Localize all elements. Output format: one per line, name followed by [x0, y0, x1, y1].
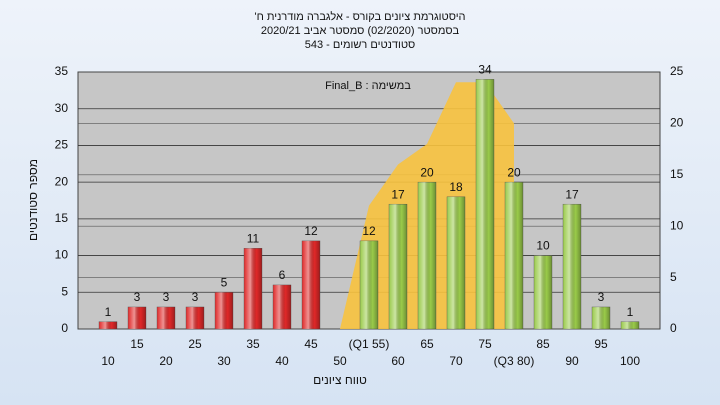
- y2-tick-label: 25: [670, 64, 684, 78]
- data-label: 3: [134, 290, 141, 304]
- x-tick-label: 100: [620, 354, 640, 368]
- bar-shine: [99, 321, 117, 329]
- data-label: 3: [598, 290, 605, 304]
- data-label: 12: [304, 224, 318, 238]
- bar-shine: [592, 306, 610, 329]
- x-tick-label: 70: [449, 354, 463, 368]
- y-tick-label: 20: [55, 174, 69, 188]
- x-tick-label: 40: [275, 354, 289, 368]
- bar-shine: [418, 182, 436, 329]
- bar-shine: [389, 204, 407, 329]
- x-tick-label: 75: [478, 337, 492, 351]
- bar-shine: [505, 182, 523, 329]
- data-label: 11: [247, 231, 260, 245]
- x-tick-label: 45: [304, 337, 318, 351]
- y-axis-label: מספר סטודנטים: [26, 159, 40, 241]
- data-label: 34: [478, 63, 492, 77]
- chart-title: היסטוגרמת ציונים בקורס - אלגברה מודרנית …: [254, 10, 465, 23]
- data-label: 18: [449, 180, 463, 194]
- y-tick-label: 5: [61, 284, 68, 298]
- bar-shine: [534, 255, 552, 329]
- bar-shine: [128, 306, 146, 329]
- bar-shine: [157, 306, 175, 329]
- x-tick-label: 95: [594, 337, 608, 351]
- data-label: 17: [391, 187, 405, 201]
- x-tick-label: 30: [217, 354, 231, 368]
- bar-shine: [360, 240, 378, 329]
- x-tick-label: (Q3 80): [494, 354, 535, 368]
- bar-shine: [563, 204, 581, 329]
- chart-subtitle: סטודנטים רשומים - 543: [305, 39, 416, 51]
- x-tick-label: 65: [420, 337, 434, 351]
- x-tick-label: 20: [159, 354, 173, 368]
- data-label: 3: [192, 290, 199, 304]
- y2-tick-label: 10: [670, 218, 684, 232]
- data-label: 6: [279, 268, 286, 282]
- bar-shine: [621, 321, 639, 329]
- y-tick-label: 15: [55, 211, 69, 225]
- data-label: 1: [105, 305, 112, 319]
- data-label: 10: [536, 239, 550, 253]
- x-tick-label: 10: [101, 354, 115, 368]
- x-tick-label: 60: [391, 354, 405, 368]
- bar-shine: [186, 306, 204, 329]
- data-label: 12: [362, 224, 376, 238]
- bar-shine: [302, 240, 320, 329]
- data-label: 1: [627, 305, 634, 319]
- bar-shine: [273, 284, 291, 329]
- y-tick-label: 0: [61, 321, 68, 335]
- x-tick-label: 15: [130, 337, 144, 351]
- data-label: 20: [507, 165, 521, 179]
- data-label: 17: [565, 187, 579, 201]
- x-tick-label: 50: [333, 354, 347, 368]
- y-tick-label: 30: [55, 101, 69, 115]
- data-label: 20: [420, 165, 434, 179]
- annotation: במשימה : Final_B: [325, 80, 411, 92]
- bar-shine: [447, 196, 465, 329]
- y2-tick-label: 0: [670, 321, 677, 335]
- x-tick-label: 85: [536, 337, 550, 351]
- data-label: 5: [221, 275, 228, 289]
- x-tick-label: (Q1 55): [349, 337, 390, 351]
- x-tick-label: 35: [246, 337, 260, 351]
- chart-subtitle: בסמסטר (02/2020) סמסטר אביב 2020/21: [261, 25, 460, 37]
- y2-tick-label: 5: [670, 270, 677, 284]
- x-axis-label: טווח ציונים: [313, 373, 367, 387]
- bar-shine: [215, 292, 233, 329]
- x-tick-label: 25: [188, 337, 202, 351]
- data-label: 3: [163, 290, 170, 304]
- bar-shine: [244, 248, 262, 329]
- x-tick-label: 90: [565, 354, 579, 368]
- y-tick-label: 10: [55, 248, 69, 262]
- y-tick-label: 25: [55, 138, 69, 152]
- y-tick-label: 35: [55, 64, 69, 78]
- y2-tick-label: 15: [670, 167, 684, 181]
- y2-tick-label: 20: [670, 116, 684, 130]
- bar-shine: [476, 79, 494, 329]
